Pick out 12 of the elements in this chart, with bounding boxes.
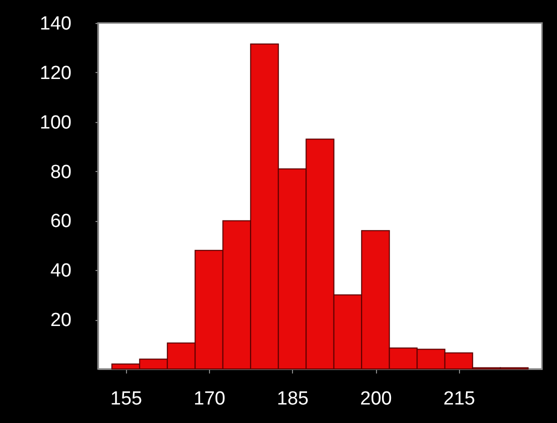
y-tick-label: 80 bbox=[50, 162, 72, 183]
y-tick-label: 140 bbox=[40, 14, 72, 34]
y-tick-label: 100 bbox=[40, 112, 72, 134]
y-tick-label: 20 bbox=[50, 310, 72, 332]
y-tick-label: 40 bbox=[50, 260, 72, 282]
x-tick-label: 200 bbox=[360, 388, 392, 410]
x-tick-label: 215 bbox=[443, 388, 476, 410]
x-tick-label: 185 bbox=[276, 388, 309, 410]
x-tick-label: 170 bbox=[194, 388, 226, 410]
x-tick-label: 155 bbox=[110, 388, 142, 410]
y-tick-label: 60 bbox=[50, 211, 72, 232]
y-tick-label: 120 bbox=[40, 62, 72, 84]
